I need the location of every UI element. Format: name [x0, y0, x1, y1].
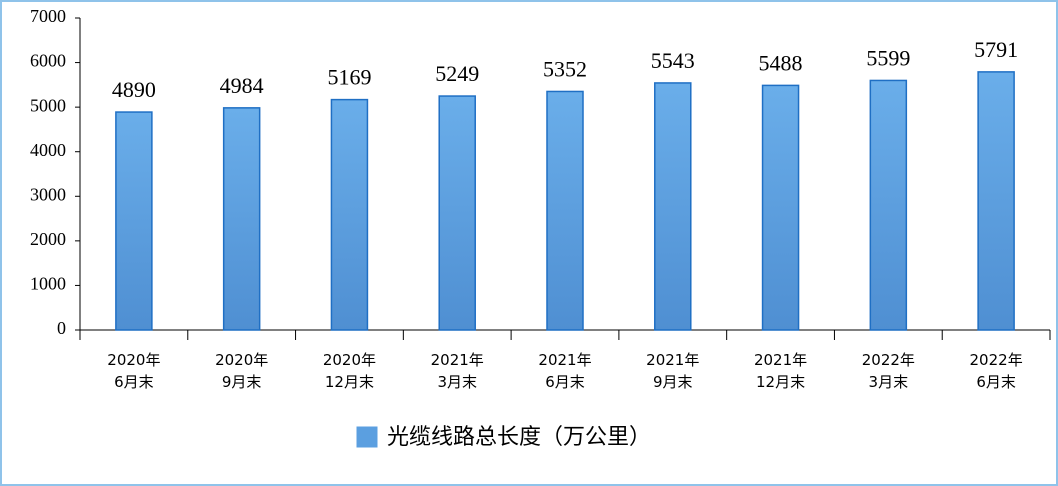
x-tick-label: 2022年 3月末	[862, 351, 915, 391]
value-label: 5169	[327, 65, 371, 90]
y-tick-label: 3000	[30, 184, 66, 204]
bar	[977, 71, 1015, 331]
y-tick-label: 0	[57, 318, 66, 338]
x-tick-label: 2022年 6月末	[970, 351, 1023, 391]
legend-label: 光缆线路总长度（万公里）	[387, 425, 651, 450]
bar	[654, 82, 692, 331]
x-tick-label: 2021年 12月末	[754, 351, 807, 391]
x-tick-label: 2021年 3月末	[431, 351, 484, 391]
value-label: 4890	[112, 77, 156, 102]
value-label: 5599	[866, 45, 910, 70]
x-tick-label: 2020年 12月末	[323, 351, 376, 391]
y-tick-label: 1000	[30, 274, 66, 294]
value-label: 5543	[651, 48, 695, 73]
bar	[222, 107, 261, 331]
bar	[546, 90, 584, 331]
bar	[869, 79, 908, 331]
y-tick-label: 6000	[30, 51, 66, 71]
x-tick-label: 2020年 6月末	[107, 351, 160, 391]
bar	[115, 111, 153, 331]
value-label: 4984	[220, 73, 264, 98]
x-tick-label: 2021年 9月末	[646, 351, 699, 391]
y-tick-label: 2000	[30, 229, 66, 249]
value-label: 5488	[759, 50, 803, 75]
x-tick-label: 2021年 6月末	[538, 351, 591, 391]
value-label: 5249	[435, 61, 479, 86]
bar	[438, 95, 476, 331]
value-label: 5352	[543, 57, 587, 82]
x-tick-label: 2020年 9月末	[215, 351, 268, 391]
bar	[761, 84, 800, 331]
value-label: 5791	[974, 37, 1018, 62]
bar	[330, 98, 369, 331]
legend-swatch	[356, 426, 378, 448]
y-tick-label: 5000	[30, 95, 66, 115]
y-tick-label: 4000	[30, 140, 66, 160]
y-tick-label: 7000	[30, 6, 66, 26]
